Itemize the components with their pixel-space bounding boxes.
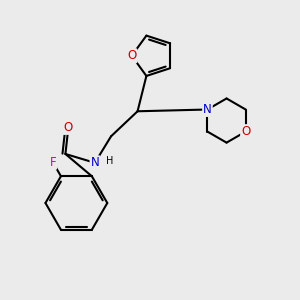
Text: O: O (241, 125, 250, 138)
Text: O: O (64, 121, 73, 134)
Text: N: N (203, 103, 212, 116)
Text: H: H (106, 156, 113, 166)
Text: O: O (127, 49, 136, 62)
Text: F: F (50, 156, 56, 169)
Text: N: N (91, 156, 99, 169)
